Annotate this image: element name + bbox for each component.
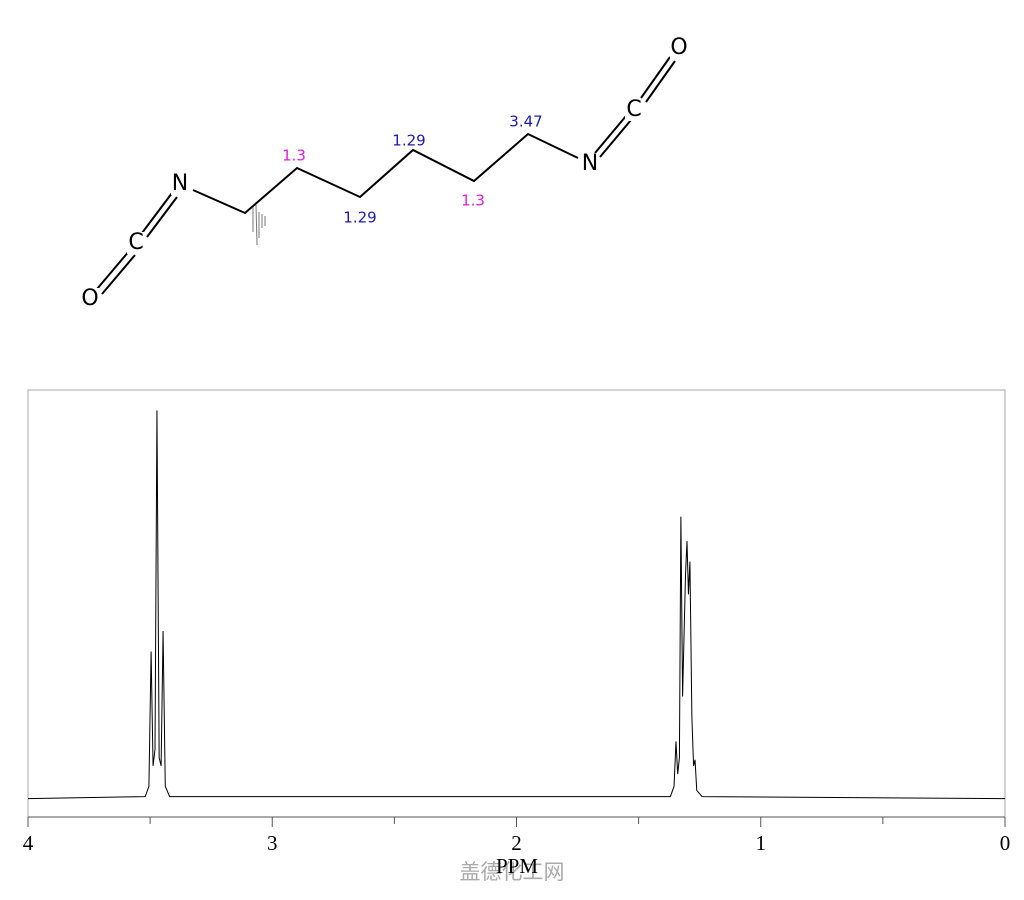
x-tick-label: 2 (511, 831, 522, 855)
plot-frame (27, 389, 1006, 818)
x-tick-label: 3 (267, 831, 278, 855)
atom-bg (670, 37, 688, 59)
atom-label: O (670, 35, 687, 60)
atom-bg (127, 232, 145, 254)
shift-label: 1.3 (461, 192, 485, 210)
molecule: O C N N C O 1.3 1.29 1.29 1.3 3.47 (81, 35, 688, 311)
atom-bg (625, 99, 643, 121)
atom-label: N (172, 171, 188, 196)
x-tick-label: 0 (1000, 831, 1011, 855)
atom-label: C (128, 230, 143, 255)
double-bonds (96, 56, 676, 295)
atom-bg (581, 153, 599, 175)
multiplet-icon (252, 204, 266, 246)
shift-label: 3.47 (509, 113, 542, 131)
shift-label: 1.3 (282, 147, 306, 165)
shift-label: 1.29 (343, 209, 376, 227)
shift-label: 1.29 (392, 132, 425, 150)
watermark: 盖德化工网 (460, 860, 565, 884)
atom-bg (81, 288, 99, 310)
x-tick-label: 1 (756, 831, 767, 855)
atom-bg (171, 173, 189, 195)
atom-label: O (81, 286, 98, 311)
atom-label: C (626, 97, 641, 122)
chain-bond (192, 132, 579, 215)
spectrum-line (27, 410, 1006, 800)
x-tick-label: 4 (23, 831, 34, 855)
x-axis-label: PPM (496, 854, 538, 878)
atom-label: N (582, 151, 598, 176)
